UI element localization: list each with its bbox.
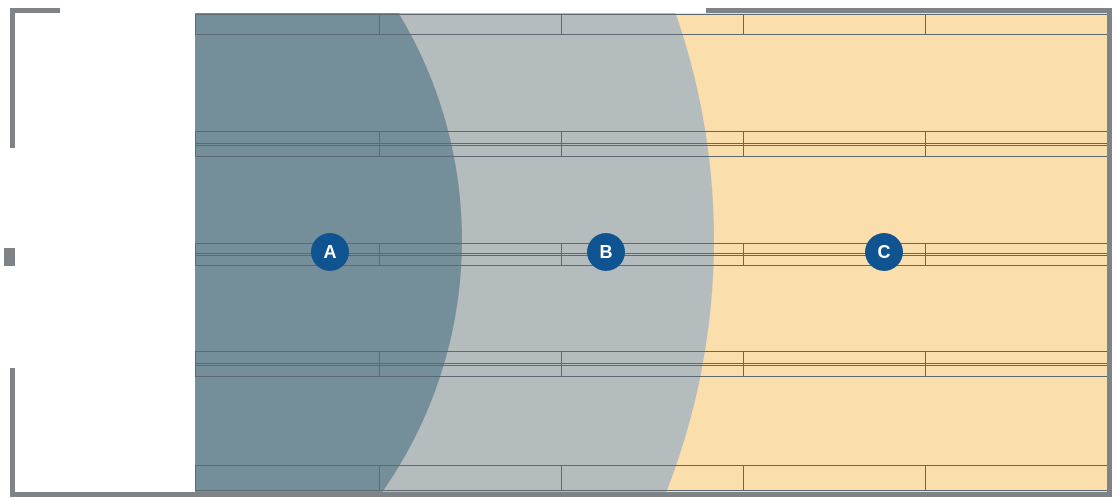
zone-label-b: B (587, 233, 625, 271)
frame-left-mid-tick (4, 248, 15, 266)
rack-row (195, 14, 1107, 34)
rack-row (195, 351, 1107, 376)
frame-left-upper (10, 8, 15, 148)
warehouse-abc-diagram: A B C (0, 0, 1120, 500)
zone-label-a: A (311, 233, 349, 271)
frame-bottom (10, 492, 1112, 497)
frame-left-lower (10, 368, 15, 497)
frame-right (1107, 8, 1112, 497)
rack-row (195, 465, 1107, 490)
frame-top-right (706, 8, 1112, 13)
zone-label-c: C (865, 233, 903, 271)
frame-top-left-piece (10, 8, 60, 13)
rack-row (195, 131, 1107, 156)
